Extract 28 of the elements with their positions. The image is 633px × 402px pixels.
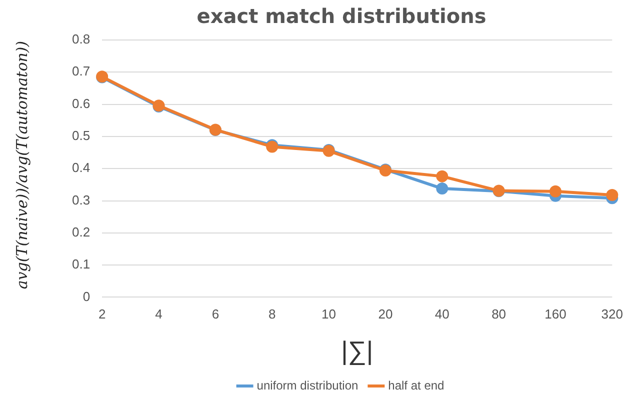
y-tick-label: 0.3: [72, 192, 90, 208]
x-tick-label: 320: [601, 306, 624, 322]
y-tick-label: 0.1: [72, 256, 90, 272]
y-axis-title: avg(T(naive))/avg(T(automaton)): [13, 40, 31, 292]
point: [606, 188, 618, 201]
y-tick-label: 0.5: [72, 128, 90, 144]
x-tick-label: 8: [268, 306, 276, 322]
x-axis-title: |∑|: [341, 336, 374, 366]
x-tick-label: 160: [544, 306, 566, 322]
point: [549, 185, 562, 198]
y-tick-label: 0.8: [72, 32, 90, 47]
legend-label: half at end: [388, 378, 444, 392]
point: [436, 182, 448, 195]
x-tick-label: 10: [322, 306, 336, 322]
y-tick-label: 0.7: [72, 64, 90, 79]
y-tick-label: 0.4: [72, 160, 90, 176]
x-tick-label: 6: [212, 306, 220, 322]
chart-title: exact match distributions: [196, 4, 486, 28]
point: [436, 170, 448, 182]
x-tick-label: 4: [155, 306, 162, 322]
x-tick-label: 80: [492, 306, 506, 322]
y-tick-label: 0: [82, 288, 90, 304]
y-tick-label: 0.2: [72, 224, 90, 240]
x-tick-label: 2: [98, 306, 106, 322]
x-tick-label: 20: [378, 306, 393, 322]
x-tick-label: 40: [434, 306, 450, 322]
y-tick-label: 0.6: [72, 96, 90, 111]
legend-label: uniform distribution: [256, 378, 358, 392]
